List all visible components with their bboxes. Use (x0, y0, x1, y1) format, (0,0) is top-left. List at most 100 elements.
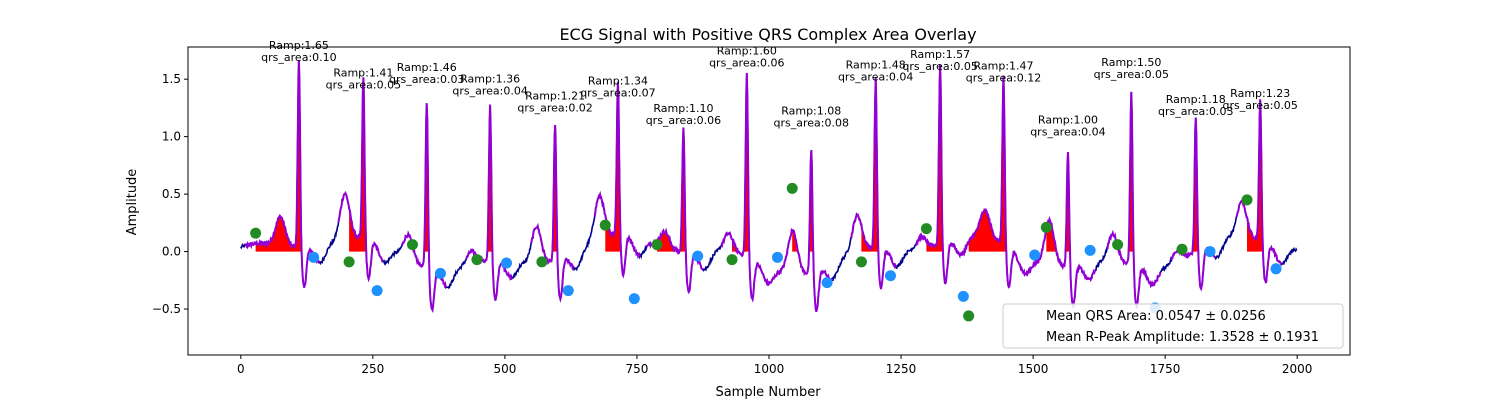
qrs-area-annotation-8: qrs_area:0.06 (709, 57, 784, 70)
legend-entry-qrs-area: Mean QRS Area: 0.0547 ± 0.0256 (1046, 309, 1266, 324)
ramp-annotation-9: Ramp:1.08 (781, 104, 841, 117)
qrs-segment-line-10 (850, 77, 897, 290)
qrs-onset-marker-9 (786, 182, 798, 194)
x-tick-label: 1250 (886, 362, 917, 376)
qrs-segment-line-9 (780, 150, 834, 313)
y-tick-label: 1.5 (162, 72, 181, 86)
qrs-area-annotation-13: qrs_area:0.04 (1030, 126, 1105, 139)
qrs-onset-marker-16 (1241, 194, 1253, 206)
qrs-area-annotation-11: qrs_area:0.05 (902, 60, 977, 73)
y-tick-label: −0.5 (152, 302, 181, 316)
qrs-segment-line-7 (645, 127, 704, 295)
chart-title: ECG Signal with Positive QRS Complex Are… (559, 25, 976, 44)
qrs-area-annotation-9: qrs_area:0.08 (774, 116, 849, 129)
qrs-area-annotation-6: qrs_area:0.07 (580, 87, 655, 100)
qrs-markers (250, 182, 1282, 322)
ramp-annotation-6: Ramp:1.34 (588, 75, 648, 88)
qrs-offset-marker-1 (308, 251, 320, 263)
qrs-segment-line-12 (957, 75, 1041, 289)
qrs-segment-line-3 (400, 103, 447, 314)
qrs-offset-marker-6 (628, 293, 640, 305)
x-tick-label: 2000 (1282, 362, 1313, 376)
ramp-annotation-12: Ramp:1.47 (973, 60, 1033, 73)
qrs-segment-line-14 (1106, 91, 1162, 310)
qrs-onset-marker-2 (343, 256, 355, 268)
ramp-annotation-11: Ramp:1.57 (910, 48, 970, 61)
qrs-area-fills (255, 60, 1263, 252)
qrs-area-annotation-12: qrs_area:0.12 (966, 72, 1041, 85)
qrs-segment-line-4 (465, 104, 513, 301)
qrs-offset-marker-16 (1270, 263, 1282, 275)
ramp-annotation-14: Ramp:1.50 (1101, 56, 1161, 69)
y-tick-label: 0.0 (162, 245, 181, 259)
qrs-segment-line-2 (337, 77, 384, 283)
beat-annotations: Ramp:1.65qrs_area:0.10Ramp:1.41qrs_area:… (261, 39, 1298, 139)
x-tick-label: 500 (493, 362, 516, 376)
x-tick-label: 1750 (1150, 362, 1181, 376)
qrs-area-annotation-16: qrs_area:0.05 (1222, 99, 1297, 112)
ramp-annotation-13: Ramp:1.00 (1038, 114, 1098, 127)
ramp-annotation-2: Ramp:1.41 (333, 67, 393, 80)
qrs-offset-marker-13 (1084, 244, 1096, 256)
ramp-annotation-16: Ramp:1.23 (1230, 87, 1290, 100)
qrs-area-fill-1 (255, 60, 301, 252)
qrs-offset-marker-8 (771, 251, 783, 263)
qrs-segment-line-8 (720, 72, 784, 303)
legend-entry-r-peak: Mean R-Peak Amplitude: 1.3528 ± 0.1931 (1046, 330, 1319, 345)
ramp-annotation-5: Ramp:1.21 (525, 90, 585, 103)
qrs-onset-marker-13 (1040, 221, 1052, 233)
qrs-offset-marker-9 (821, 277, 833, 289)
y-tick-label: 0.5 (162, 187, 181, 201)
x-tick-label: 750 (626, 362, 649, 376)
ramp-annotation-15: Ramp:1.18 (1166, 93, 1226, 106)
qrs-area-annotation-14: qrs_area:0.05 (1094, 68, 1169, 81)
x-tick-label: 0 (237, 362, 245, 376)
qrs-offset-marker-12 (1029, 249, 1041, 261)
ramp-annotation-3: Ramp:1.46 (397, 61, 457, 74)
y-tick-label: 1.0 (162, 130, 181, 144)
qrs-onset-marker-8 (726, 254, 738, 266)
qrs-onset-marker-7 (651, 239, 663, 251)
legend: Mean QRS Area: 0.0547 ± 0.0256 Mean R-Pe… (1002, 303, 1344, 349)
x-axis-label: Sample Number (715, 385, 821, 400)
qrs-offset-marker-10 (884, 270, 896, 282)
qrs-area-annotation-10: qrs_area:0.04 (838, 70, 913, 83)
qrs-area-annotation-3: qrs_area:0.03 (389, 73, 464, 86)
qrs-segment-line-6 (593, 81, 641, 279)
axis-ticks: 0 250 500 750 1000 1250 1500 1750 2000 −0.5 0.0 0.5… (152, 72, 1313, 376)
ecg-signal-line (240, 60, 1298, 313)
qrs-area-annotation-5: qrs_area:0.02 (517, 102, 592, 115)
ramp-annotation-7: Ramp:1.10 (653, 102, 713, 115)
qrs-onset-marker-10 (855, 256, 867, 268)
signal-lines (240, 60, 1298, 314)
qrs-offset-marker-3 (434, 267, 446, 279)
qrs-offset-marker-5 (562, 285, 574, 297)
qrs-segment-line-11 (914, 64, 970, 285)
qrs-onset-marker-5 (536, 256, 548, 268)
qrs-area-annotation-4: qrs_area:0.04 (452, 84, 527, 97)
ramp-annotation-4: Ramp:1.36 (460, 72, 520, 85)
qrs-segment-line-5 (530, 124, 575, 304)
qrs-offset-marker-4 (500, 257, 512, 269)
ramp-annotation-1: Ramp:1.65 (269, 39, 329, 52)
qrs-onset-marker-14 (1112, 239, 1124, 251)
ramp-annotation-8: Ramp:1.60 (717, 45, 777, 58)
x-tick-label: 1000 (754, 362, 785, 376)
x-tick-label: 250 (361, 362, 384, 376)
qrs-offset-marker-15 (1204, 246, 1216, 258)
qrs-onset-marker-6 (599, 219, 611, 231)
qrs-segment-line-1 (244, 60, 320, 288)
qrs-area-annotation-2: qrs_area:0.05 (326, 79, 401, 92)
qrs-area-annotation-7: qrs_area:0.06 (646, 114, 721, 127)
qrs-area-annotation-1: qrs_area:0.10 (261, 51, 336, 64)
qrs-area-fill-12 (968, 75, 1006, 252)
qrs-onset-marker-15 (1176, 243, 1188, 255)
qrs-onset-marker-4 (471, 254, 483, 266)
ramp-annotation-10: Ramp:1.48 (846, 58, 906, 71)
qrs-onset-marker-3 (406, 239, 418, 251)
qrs-onset-marker-11 (920, 223, 932, 235)
y-axis-label: Amplitude (125, 169, 140, 236)
qrs-onset-marker-12 (963, 310, 975, 322)
